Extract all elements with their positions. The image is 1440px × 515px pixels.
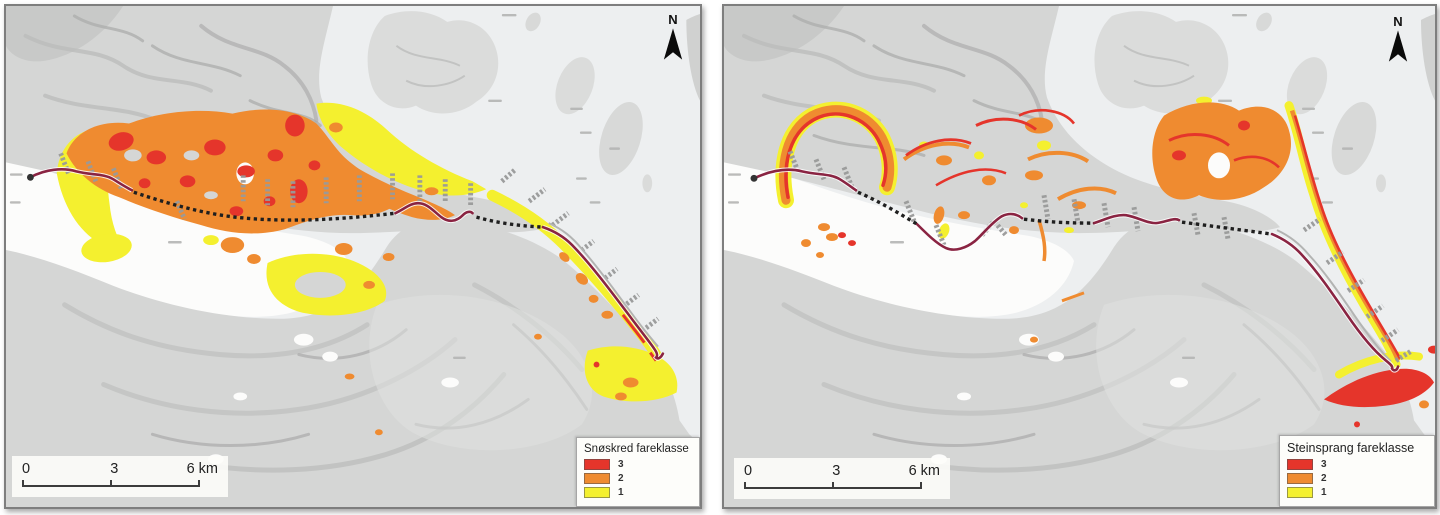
scale-tick-0: 0: [22, 461, 31, 477]
scale-bar: 0 3 6 km: [12, 456, 228, 497]
scale-bar-bracket: [744, 482, 922, 489]
scale-tick-mid: 3: [832, 463, 841, 479]
legend-label-2: 2: [1321, 473, 1327, 484]
legend-steinsprang: Steinsprang fareklasse 3 2 1: [1279, 435, 1435, 507]
secondary-road-line: [1276, 229, 1392, 363]
legend-swatch-3: [584, 459, 610, 470]
tunnel-dotted-line: [857, 190, 1273, 236]
scale-bar-numbers: 0 3 6 km: [22, 461, 218, 477]
legend-label-2: 2: [618, 473, 624, 484]
legend-label-3: 3: [618, 459, 624, 470]
north-arrow-icon: [663, 28, 683, 60]
legend-swatch-3: [1287, 459, 1313, 470]
tunnel-dotted-line: [133, 190, 543, 229]
legend-swatch-2: [1287, 473, 1313, 484]
scale-tick-end: 6 km: [186, 461, 218, 477]
legend-label-1: 1: [618, 487, 624, 498]
north-label: N: [1393, 14, 1403, 29]
map-canvas-steinsprang: [724, 6, 1435, 507]
corridor-ticks: [58, 152, 660, 333]
hazard-gap: [1208, 152, 1230, 179]
legend-item-class1: 1: [1287, 487, 1426, 498]
legend-swatch-1: [1287, 487, 1313, 498]
map-panel-snoskred: N 0 3 6 km Snøskred fareklasse 3 2 1: [4, 4, 702, 509]
legend-label-3: 3: [1321, 459, 1327, 470]
road-line: [29, 168, 665, 360]
hazard-class3-zones: [838, 109, 1435, 428]
legend-swatch-1: [584, 487, 610, 498]
scale-bar: 0 3 6 km: [734, 458, 950, 499]
corridor-ticks: [787, 150, 1414, 363]
north-arrow-icon: [1388, 30, 1408, 62]
scale-tick-mid: 3: [110, 461, 119, 477]
north-arrow: N: [1387, 14, 1409, 62]
legend-title: Steinsprang fareklasse: [1287, 441, 1415, 455]
legend-item-class2: 2: [584, 473, 691, 484]
scale-bar-bracket: [22, 480, 200, 487]
secondary-road-line: [548, 222, 659, 348]
road-start-dot: [750, 174, 758, 182]
hazard-class2-zones: [801, 102, 1429, 409]
map-panel-steinsprang: N 0 3 6 km Steinsprang fareklasse 3 2 1: [722, 4, 1437, 509]
legend-item-class3: 3: [1287, 459, 1426, 470]
map-canvas-snoskred: [6, 6, 700, 507]
legend-item-class2: 2: [1287, 473, 1426, 484]
scale-tick-0: 0: [744, 463, 753, 479]
hazard-class3-zones: [108, 114, 658, 368]
north-arrow: N: [662, 12, 684, 60]
legend-snoskred: Snøskred fareklasse 3 2 1: [576, 437, 700, 507]
north-label: N: [668, 12, 678, 27]
legend-item-class1: 1: [584, 487, 691, 498]
legend-item-class3: 3: [584, 459, 691, 470]
donut-hole: [294, 271, 346, 298]
road-line: [752, 168, 1400, 372]
legend-title: Snøskred fareklasse: [584, 443, 689, 455]
legend-swatch-2: [584, 473, 610, 484]
scale-bar-numbers: 0 3 6 km: [744, 463, 940, 479]
legend-label-1: 1: [1321, 487, 1327, 498]
scale-tick-end: 6 km: [908, 463, 940, 479]
road-start-dot: [26, 173, 34, 181]
